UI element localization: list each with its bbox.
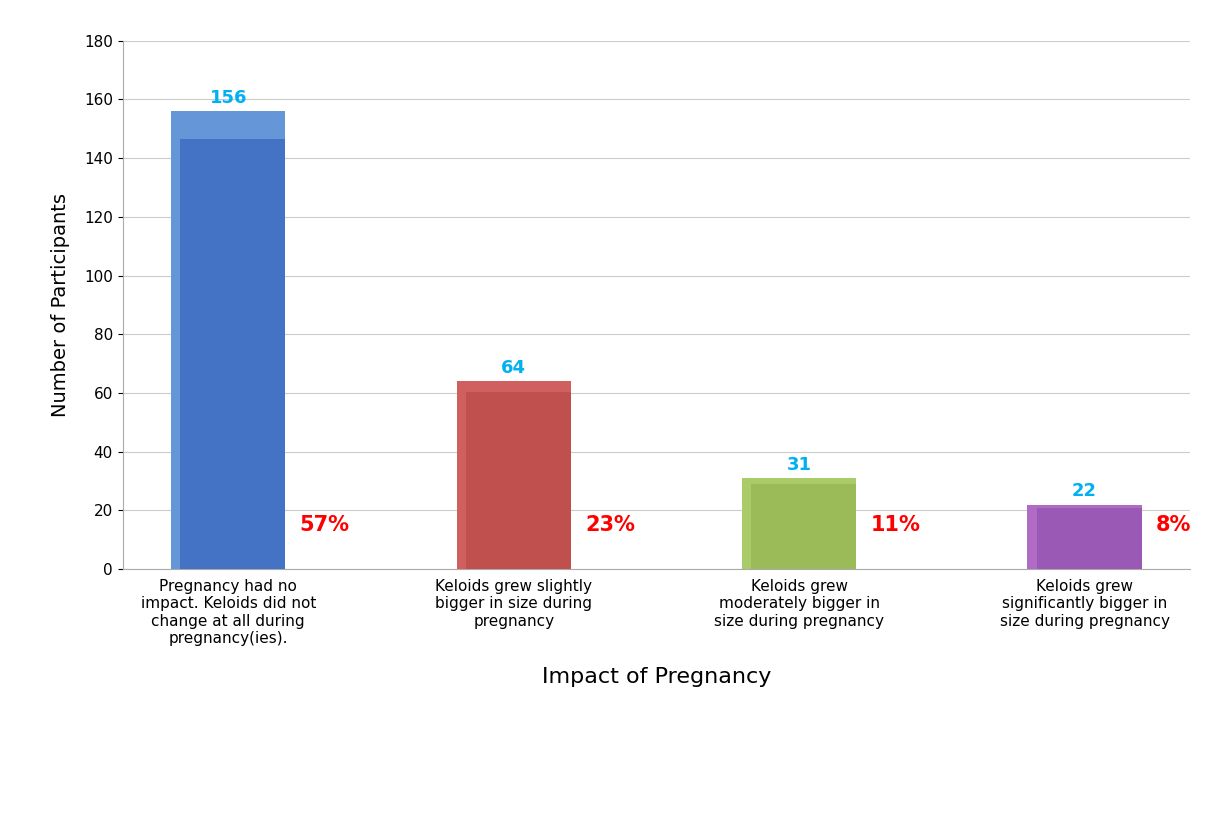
- Text: 31: 31: [787, 455, 811, 474]
- Bar: [742, 478, 856, 569]
- Bar: [742, 478, 856, 484]
- Bar: [742, 478, 856, 569]
- Bar: [456, 381, 571, 569]
- Text: 64: 64: [502, 359, 526, 376]
- Text: 22: 22: [1072, 482, 1097, 500]
- Text: 11%: 11%: [870, 515, 920, 535]
- Bar: [1027, 505, 1141, 569]
- Y-axis label: Number of Participants: Number of Participants: [52, 193, 70, 417]
- Bar: [172, 111, 286, 138]
- Bar: [1027, 505, 1141, 569]
- Bar: [1027, 505, 1037, 569]
- Bar: [456, 381, 466, 569]
- Text: 23%: 23%: [585, 515, 634, 535]
- Bar: [1027, 505, 1141, 508]
- Bar: [172, 111, 286, 569]
- Bar: [172, 111, 180, 569]
- Text: 57%: 57%: [299, 515, 350, 535]
- Text: 8%: 8%: [1156, 515, 1191, 535]
- Bar: [456, 381, 571, 569]
- Bar: [172, 111, 286, 569]
- Bar: [456, 381, 571, 393]
- Bar: [742, 478, 751, 569]
- X-axis label: Impact of Pregnancy: Impact of Pregnancy: [542, 667, 771, 687]
- Text: 156: 156: [210, 89, 247, 107]
